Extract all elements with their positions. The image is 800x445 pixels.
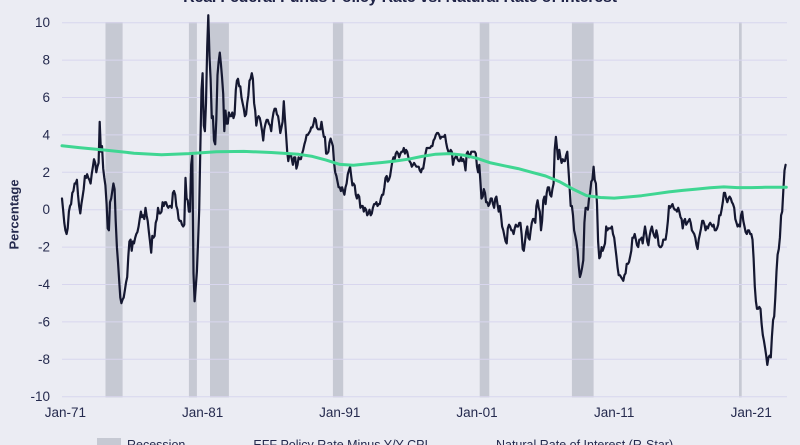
x-tick-label: Jan-91 xyxy=(319,405,360,420)
legend: Recession EFF Policy Rate Minus Y/Y CPI … xyxy=(97,437,673,445)
legend-label: Natural Rate of Interest (R-Star) xyxy=(495,438,674,445)
x-tick-label: Jan-71 xyxy=(45,405,86,420)
natural-rate-line xyxy=(60,144,788,200)
y-tick-label: -10 xyxy=(30,389,50,404)
y-tick-label: 6 xyxy=(42,90,50,105)
chart-title: Real Federal Funds Policy Rate vs. Natur… xyxy=(0,0,800,7)
y-tick-label: 8 xyxy=(42,53,50,68)
legend-item-recession: Recession xyxy=(97,437,185,445)
y-tick-label: 2 xyxy=(42,165,50,180)
x-tick-label: Jan-21 xyxy=(731,405,772,420)
legend-label: EFF Policy Rate Minus Y/Y CPI xyxy=(253,438,428,445)
y-tick-label: -2 xyxy=(38,240,50,255)
y-tick-label: -8 xyxy=(38,352,50,367)
policy-rate-line xyxy=(60,14,787,366)
x-tick-label: Jan-81 xyxy=(182,405,223,420)
y-tick-label: 0 xyxy=(42,202,50,217)
y-tick-label: 10 xyxy=(35,15,50,30)
x-tick-label: Jan-01 xyxy=(456,405,497,420)
y-tick-label: -4 xyxy=(38,277,50,292)
recession-swatch xyxy=(97,438,121,445)
x-tick-label: Jan-11 xyxy=(594,405,634,420)
y-tick-label: -6 xyxy=(38,314,50,329)
legend-label: Recession xyxy=(127,438,186,445)
legend-item-policy-rate: EFF Policy Rate Minus Y/Y CPI xyxy=(223,437,428,445)
y-tick-label: 4 xyxy=(42,127,50,142)
legend-item-natural-rate: Natural Rate of Interest (R-Star) xyxy=(466,437,673,445)
